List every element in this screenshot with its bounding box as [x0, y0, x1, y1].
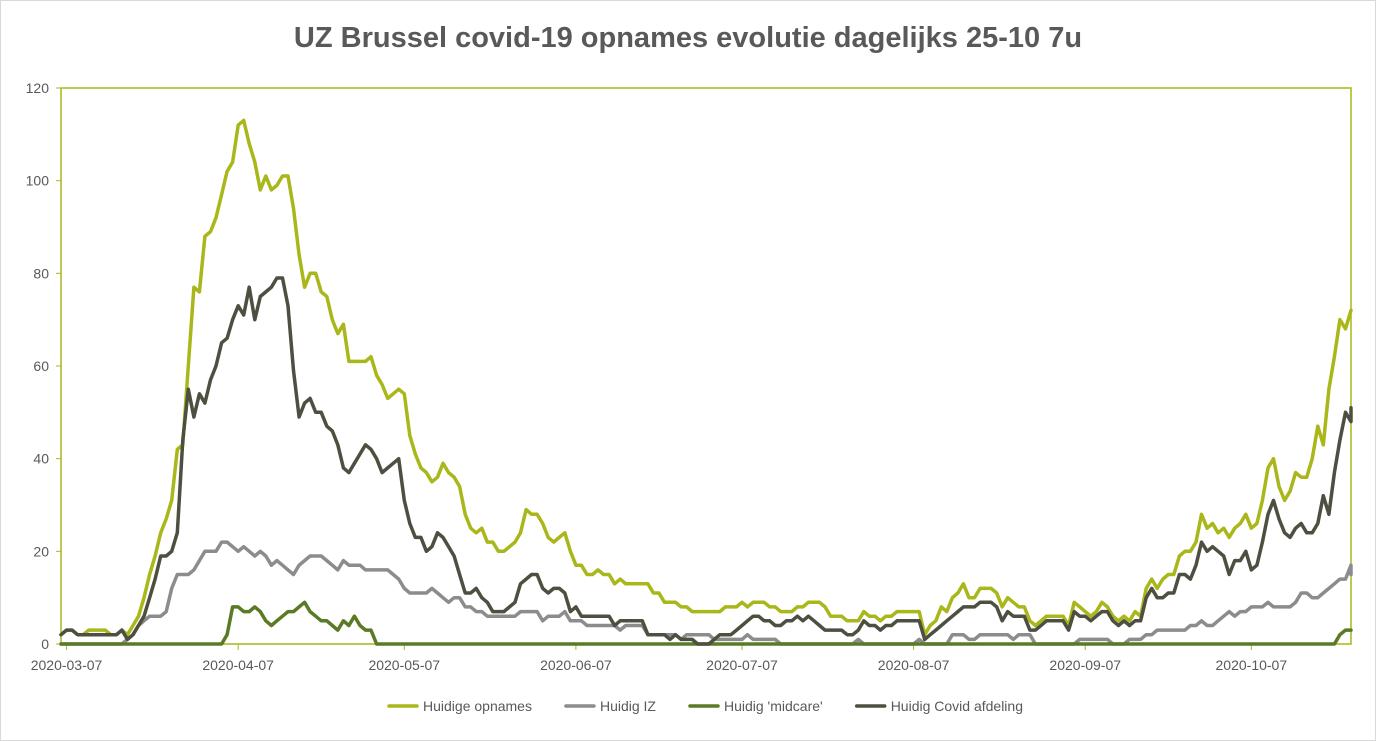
y-tick-label: 40 [33, 451, 49, 467]
x-tick-label: 2020-09-07 [1049, 657, 1121, 673]
chart-title: UZ Brussel covid-19 opnames evolutie dag… [293, 22, 1083, 54]
x-tick-label: 2020-10-07 [1216, 657, 1288, 673]
plot-area-border [60, 87, 1352, 645]
series-layer [59, 118, 1353, 646]
y-tick-label: 60 [33, 358, 49, 374]
y-tick-label: 0 [41, 636, 49, 652]
x-tick-label: 2020-03-07 [31, 657, 103, 673]
y-tick-label: 100 [26, 173, 50, 189]
legend-label: Huidige opnames [423, 698, 532, 714]
x-tick-label: 2020-04-07 [202, 657, 274, 673]
series-line-huidig-midcare [59, 600, 1353, 646]
series-line-huidig-covid-afdeling [59, 276, 1353, 646]
series-line-huidige-opnames [59, 118, 1353, 637]
y-tick-label: 120 [26, 80, 50, 96]
x-tick-label: 2020-05-07 [368, 657, 440, 673]
legend-label: Huidig Covid afdeling [891, 698, 1023, 714]
legend: Huidige opnames Huidig IZ Huidig 'midcare'… [387, 698, 1023, 714]
legend-label: Huidig 'midcare' [724, 698, 823, 714]
y-tick-label: 80 [33, 265, 49, 281]
legend-label: Huidig IZ [600, 698, 656, 714]
y-axis: 0 20 40 60 80 100 120 [26, 80, 61, 652]
y-tick-label: 20 [33, 543, 49, 559]
x-tick-label: 2020-08-07 [878, 657, 950, 673]
x-tick-label: 2020-06-07 [540, 657, 612, 673]
series-line-huidig-iz [59, 540, 1353, 646]
x-axis: 2020-03-07 2020-04-07 2020-05-07 2020-06-07… [31, 644, 1288, 673]
x-tick-label: 2020-07-07 [706, 657, 778, 673]
